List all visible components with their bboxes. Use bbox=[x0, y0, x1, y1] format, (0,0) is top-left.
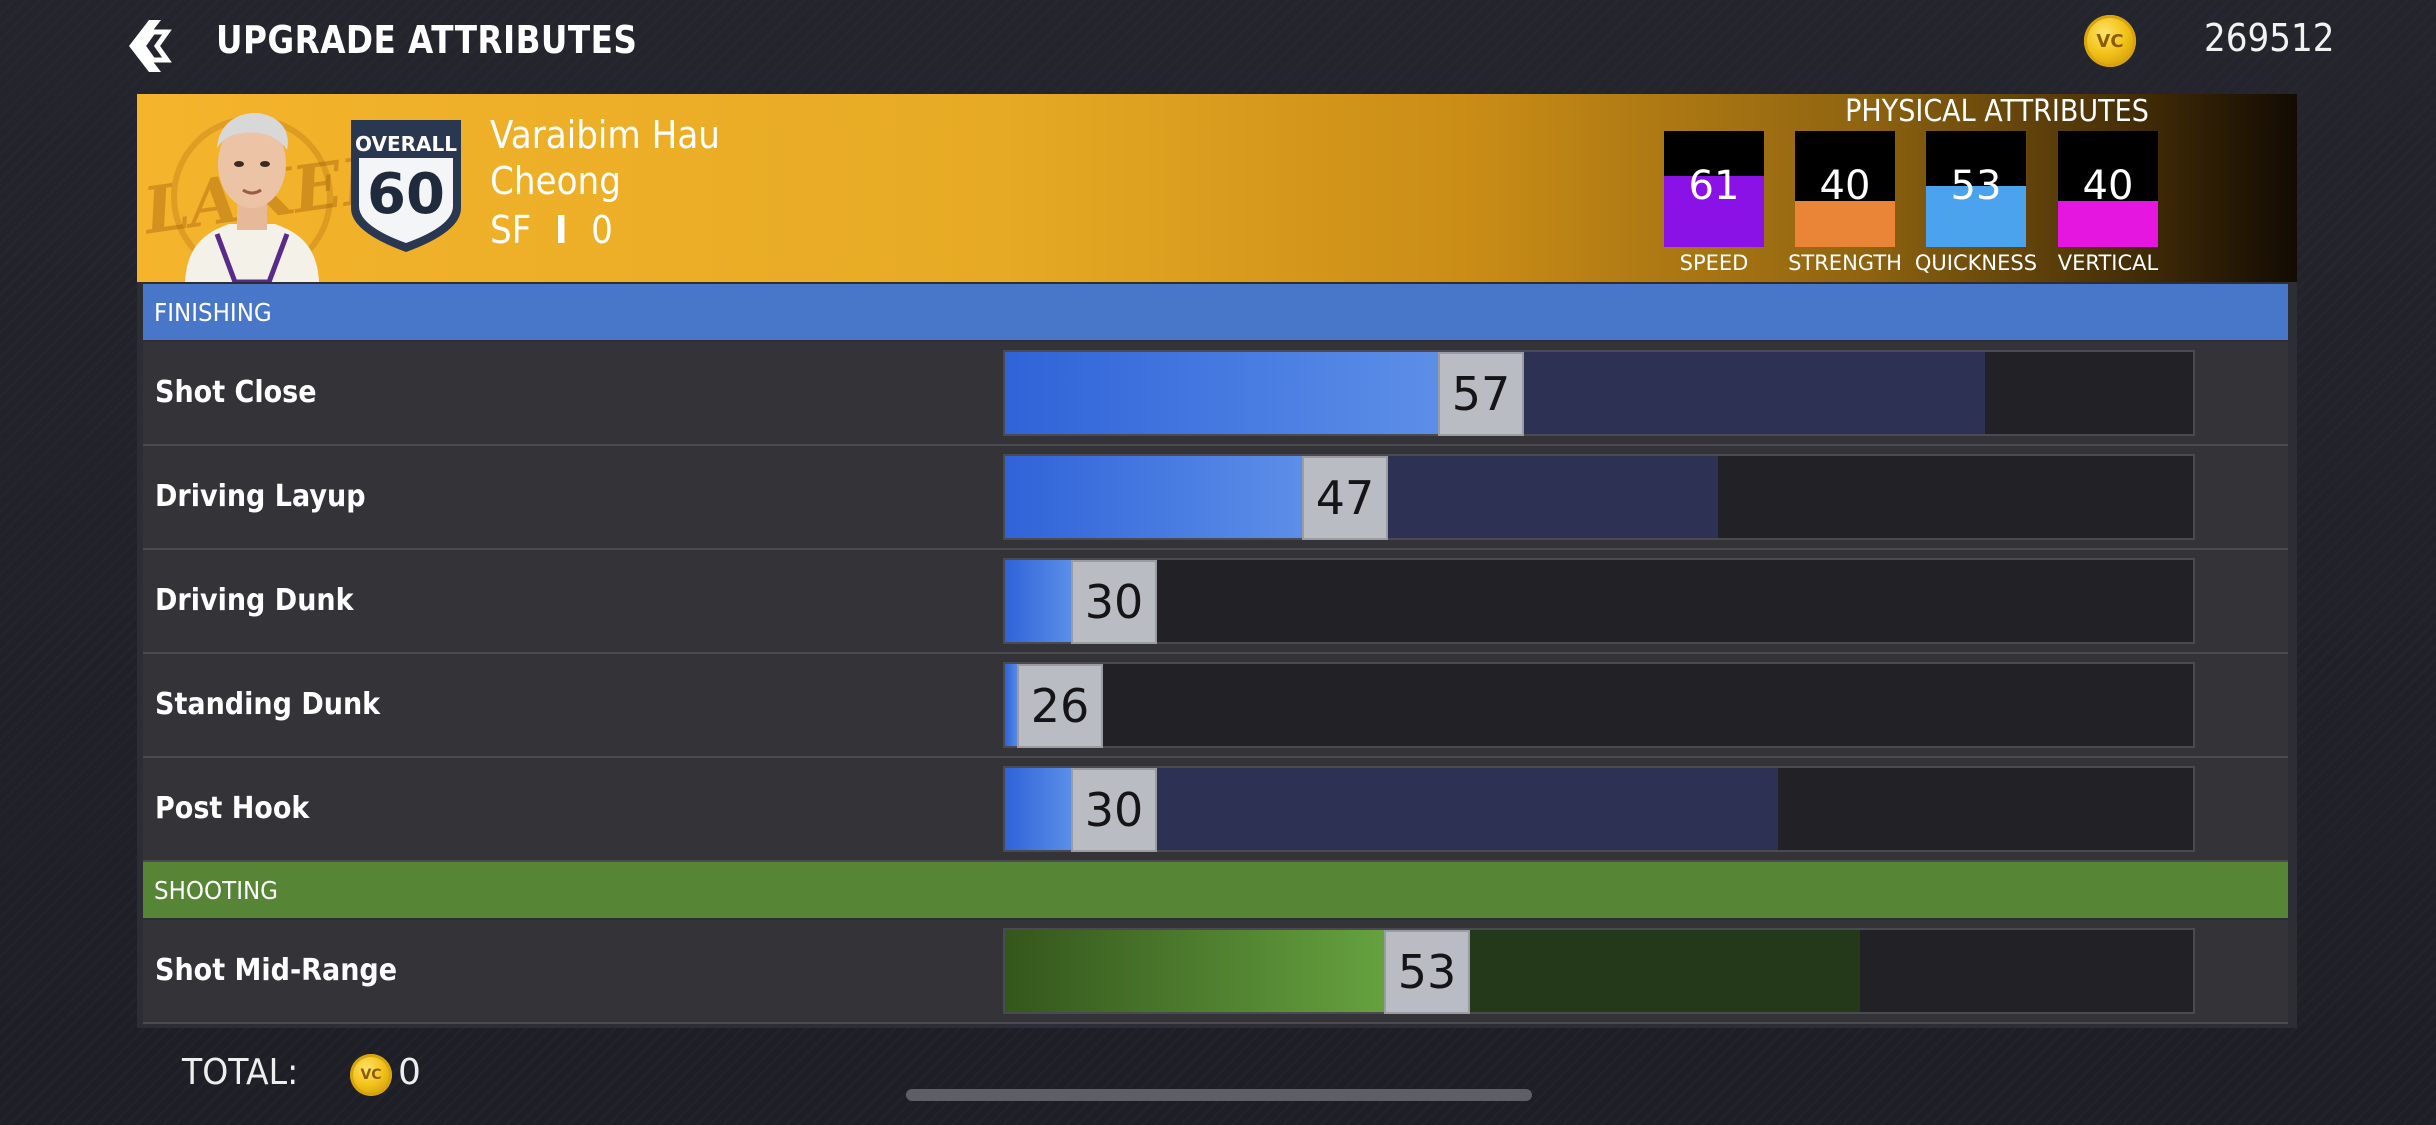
player-last-name: Cheong bbox=[490, 159, 621, 203]
physical-stat-bar: 40 bbox=[1795, 131, 1895, 247]
total-label: TOTAL: bbox=[182, 1052, 299, 1093]
player-card: LAKERS OVERALL 60 Varaibim Hau Cheong SF… bbox=[137, 94, 2297, 282]
attribute-value-handle[interactable]: 57 bbox=[1438, 352, 1524, 436]
attribute-bar[interactable]: 26 bbox=[1003, 662, 2195, 748]
attribute-value-handle[interactable]: 26 bbox=[1017, 664, 1103, 748]
home-indicator[interactable] bbox=[906, 1089, 1532, 1101]
attribute-row[interactable]: Shot Close 57 bbox=[143, 342, 2288, 446]
attribute-bar[interactable]: 57 bbox=[1003, 350, 2195, 436]
attribute-current-fill bbox=[1005, 930, 1386, 1012]
physical-stat-label: STRENGTH bbox=[1788, 251, 1902, 275]
attribute-row[interactable]: Driving Dunk 30 bbox=[143, 550, 2288, 654]
page-title: UPGRADE ATTRIBUTES bbox=[216, 18, 638, 62]
back-button[interactable] bbox=[118, 16, 178, 76]
physical-stat-fill bbox=[1795, 201, 1895, 247]
physical-stat-value: 40 bbox=[2082, 163, 2134, 209]
physical-attributes-title: PHYSICAL ATTRIBUTES bbox=[1845, 94, 2149, 129]
vc-balance: 269512 bbox=[2204, 16, 2335, 60]
total-value: 0 bbox=[398, 1052, 421, 1093]
back-arrow-icon bbox=[129, 20, 172, 72]
physical-stat-vertical: 40 VERTICAL bbox=[2058, 131, 2158, 281]
attribute-bar[interactable]: 30 bbox=[1003, 766, 2195, 852]
jersey-number: 0 bbox=[591, 208, 613, 252]
player-portrait bbox=[185, 113, 319, 282]
position-separator: I bbox=[554, 208, 568, 252]
attribute-list[interactable]: FINISHING Shot Close 57 Driving Layup 47 Dri… bbox=[137, 282, 2297, 1028]
attribute-label: Standing Dunk bbox=[155, 687, 381, 722]
attribute-current-fill bbox=[1005, 352, 1440, 434]
physical-stat-label: VERTICAL bbox=[2057, 251, 2159, 275]
attribute-row[interactable]: Driving Layup 47 bbox=[143, 446, 2288, 550]
player-first-name: Varaibim Hau bbox=[490, 113, 720, 157]
vc-coin-icon: VC bbox=[350, 1054, 392, 1096]
section-label: FINISHING bbox=[154, 297, 272, 327]
attribute-row[interactable]: Standing Dunk 26 bbox=[143, 654, 2288, 758]
player-position: SF bbox=[490, 208, 532, 252]
section-label: SHOOTING bbox=[154, 875, 279, 905]
overall-label: OVERALL bbox=[355, 132, 457, 156]
physical-stat-bar: 61 bbox=[1664, 131, 1764, 247]
physical-stat-bar: 40 bbox=[2058, 131, 2158, 247]
attribute-current-fill bbox=[1005, 768, 1073, 850]
attribute-value-handle[interactable]: 47 bbox=[1302, 456, 1388, 540]
attribute-label: Shot Close bbox=[155, 375, 317, 410]
attribute-label: Driving Layup bbox=[155, 479, 366, 514]
physical-stat-label: SPEED bbox=[1679, 251, 1749, 275]
shield-icon bbox=[351, 120, 461, 252]
physical-stat-value: 53 bbox=[1950, 163, 2002, 209]
attribute-label: Driving Dunk bbox=[155, 583, 354, 618]
physical-stat-fill bbox=[1664, 176, 1764, 247]
physical-stat-fill bbox=[1926, 186, 2026, 247]
physical-stat-strength: 40 STRENGTH bbox=[1788, 131, 1902, 281]
player-position-line: SF I 0 bbox=[490, 208, 613, 252]
physical-stat-fill bbox=[2058, 201, 2158, 247]
physical-stat-value: 40 bbox=[1819, 163, 1871, 209]
overall-value: 60 bbox=[367, 162, 445, 227]
attribute-bar[interactable]: 30 bbox=[1003, 558, 2195, 644]
physical-stat-speed: 61 SPEED bbox=[1664, 131, 1764, 281]
attribute-label: Post Hook bbox=[155, 791, 310, 826]
physical-stat-quickness: 53 QUICKNESS bbox=[1915, 131, 2037, 281]
attribute-bar[interactable]: 47 bbox=[1003, 454, 2195, 540]
attribute-current-fill bbox=[1005, 560, 1073, 642]
attribute-value-handle[interactable]: 53 bbox=[1384, 930, 1470, 1014]
physical-stat-bar: 53 bbox=[1926, 131, 2026, 247]
player-name: Varaibim Hau Cheong bbox=[490, 112, 720, 204]
attribute-value-handle[interactable]: 30 bbox=[1071, 768, 1157, 852]
attribute-bar[interactable]: 53 bbox=[1003, 928, 2195, 1014]
physical-stat-value: 61 bbox=[1688, 163, 1740, 209]
section-header-finishing: FINISHING bbox=[143, 284, 2288, 340]
attribute-row[interactable]: Shot Mid-Range 53 bbox=[143, 920, 2288, 1024]
section-header-shooting: SHOOTING bbox=[143, 862, 2288, 918]
attribute-value-handle[interactable]: 30 bbox=[1071, 560, 1157, 644]
top-bar: UPGRADE ATTRIBUTES VC 269512 bbox=[0, 0, 2436, 92]
overall-badge: OVERALL 60 bbox=[347, 116, 465, 256]
physical-stat-label: QUICKNESS bbox=[1914, 251, 2038, 275]
attribute-row[interactable]: Post Hook 30 bbox=[143, 758, 2288, 862]
attribute-current-fill bbox=[1005, 664, 1019, 746]
vc-coin-icon: VC bbox=[2084, 15, 2136, 67]
attribute-current-fill bbox=[1005, 456, 1304, 538]
attribute-label: Shot Mid-Range bbox=[155, 953, 398, 988]
